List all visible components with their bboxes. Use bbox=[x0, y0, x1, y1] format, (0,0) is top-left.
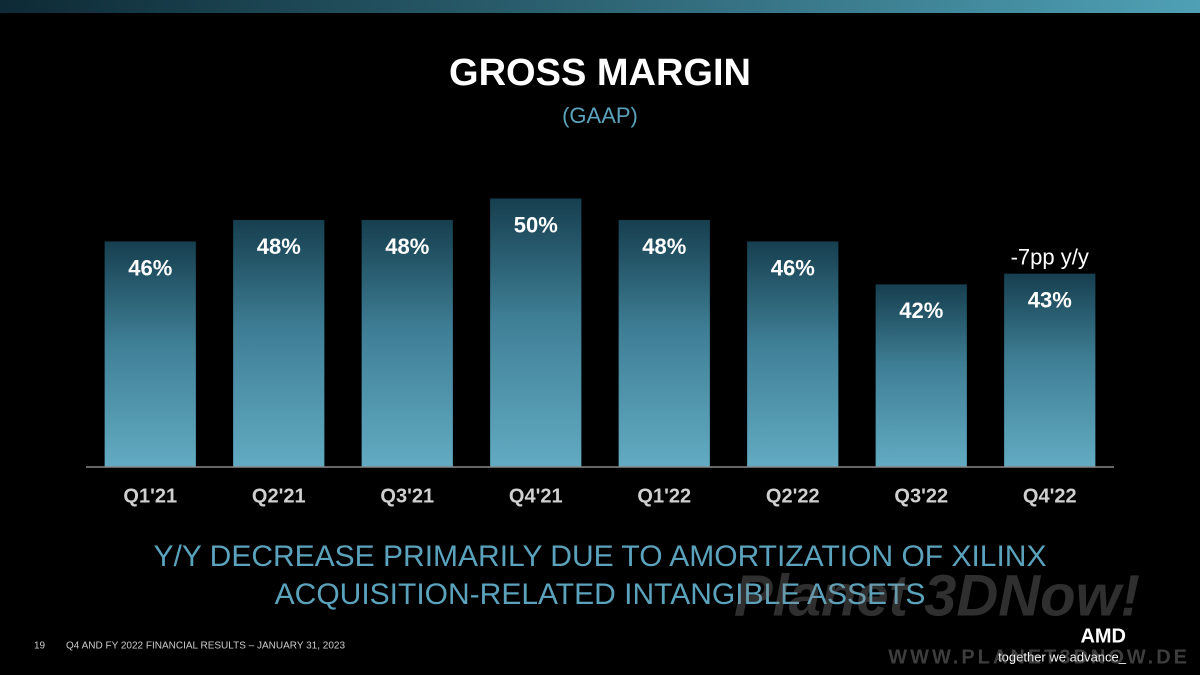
x-tick-label: Q4'21 bbox=[509, 485, 563, 507]
bar bbox=[747, 241, 839, 467]
value-label: 50% bbox=[514, 212, 558, 237]
watermark-brand: Planet 3DNow! bbox=[734, 563, 1140, 628]
bar bbox=[618, 219, 710, 467]
value-label: 46% bbox=[128, 255, 172, 280]
watermark-url: WWW.PLANET3DNOW.DE bbox=[888, 646, 1190, 668]
x-tick-label: Q2'21 bbox=[252, 485, 306, 507]
logo: AMD bbox=[1080, 625, 1126, 647]
value-label: 48% bbox=[642, 234, 686, 259]
bar bbox=[361, 219, 453, 467]
bar bbox=[104, 241, 196, 467]
value-label: 48% bbox=[257, 234, 301, 259]
top-banner bbox=[0, 0, 1200, 13]
x-tick-label: Q3'21 bbox=[380, 485, 434, 507]
value-label: 46% bbox=[771, 255, 815, 280]
bar bbox=[233, 219, 325, 467]
x-tick-label: Q1'22 bbox=[637, 485, 691, 507]
bar bbox=[875, 284, 967, 467]
annotation: -7pp y/y bbox=[1011, 244, 1089, 269]
bar bbox=[490, 198, 582, 467]
x-tick-label: Q3'22 bbox=[894, 485, 948, 507]
value-label: 48% bbox=[385, 234, 429, 259]
page-number: 19 bbox=[34, 641, 46, 652]
caption-line: ACQUISITION-RELATED INTANGIBLE ASSETS bbox=[275, 578, 926, 611]
chart-title: GROSS MARGIN bbox=[449, 52, 751, 94]
tagline: together we advance_ bbox=[998, 649, 1127, 664]
caption-line: Y/Y DECREASE PRIMARILY DUE TO AMORTIZATI… bbox=[154, 540, 1047, 573]
bar bbox=[1004, 273, 1096, 467]
value-label: 43% bbox=[1028, 287, 1072, 312]
footer-text: Q4 AND FY 2022 FINANCIAL RESULTS – JANUA… bbox=[66, 641, 345, 652]
x-tick-label: Q4'22 bbox=[1023, 485, 1077, 507]
chart-subtitle: (GAAP) bbox=[562, 103, 638, 128]
x-tick-label: Q1'21 bbox=[123, 485, 177, 507]
value-label: 42% bbox=[899, 298, 943, 323]
x-tick-label: Q2'22 bbox=[766, 485, 820, 507]
